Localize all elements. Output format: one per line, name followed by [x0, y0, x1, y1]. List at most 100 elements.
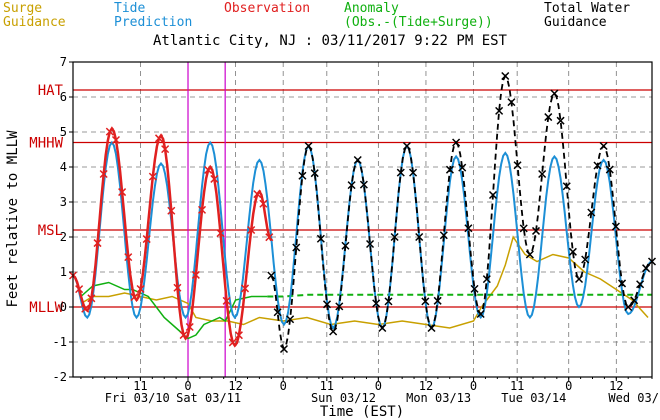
x-tick-label: 0 [375, 379, 382, 393]
total-water-marker [488, 190, 498, 200]
total-water-marker [316, 234, 325, 243]
total-water-marker [507, 98, 516, 107]
total-water-marker [562, 182, 571, 191]
observation-marker [124, 253, 133, 262]
total-water-marker [409, 168, 418, 177]
total-water-marker [353, 155, 362, 165]
datum-label: MHHW [29, 136, 63, 152]
observation-marker [111, 135, 120, 145]
total-water-marker [298, 171, 307, 180]
observation-marker [161, 145, 170, 154]
total-water-marker [439, 231, 448, 240]
datum-label: MSL [38, 223, 63, 239]
total-water-marker [279, 344, 289, 354]
y-tick-label: 3 [60, 195, 67, 209]
surge-guidance-line [80, 235, 649, 329]
total-water-marker [538, 169, 547, 179]
total-water-marker [611, 222, 620, 231]
total-water-marker [544, 113, 553, 122]
x-tick-label: 11 [133, 379, 147, 393]
plot-border [72, 61, 653, 378]
datum-label: HAT [38, 83, 64, 99]
legend-tide: Tide Prediction [114, 2, 192, 30]
day-label: Tue 03/14 [501, 391, 566, 405]
total-water-marker [347, 181, 356, 190]
total-water-marker [642, 264, 651, 273]
total-water-marker [519, 224, 528, 233]
x-tick-label: 0 [184, 379, 191, 393]
observation-marker [185, 322, 194, 332]
total-water-marker [286, 315, 295, 324]
total-water-marker [525, 250, 534, 259]
legend-total: Total Water Guidance [544, 2, 630, 30]
total-water-marker [310, 169, 319, 178]
y-axis-label: Feet relative to MLLW [5, 130, 21, 308]
x-tick-label: 11 [320, 379, 334, 393]
total-water-marker [452, 138, 461, 147]
legend-anomaly: Anomaly (Obs.-(Tide+Surge)) [344, 2, 493, 30]
y-tick-label: 2 [60, 230, 67, 244]
total-water-marker [292, 243, 301, 252]
total-water-marker [304, 141, 313, 151]
total-water-marker [433, 296, 442, 305]
observation-marker [191, 270, 200, 279]
total-water-marker [421, 297, 430, 306]
observation-marker [253, 190, 262, 199]
total-water-marker [599, 141, 608, 151]
total-water-marker [581, 255, 590, 264]
legend-total-line2: Guidance [544, 15, 607, 30]
total-water-marker [458, 163, 467, 172]
total-water-marker [556, 116, 565, 125]
observation-marker [105, 127, 114, 136]
total-water-marker [618, 279, 627, 288]
legend-total-line1: Total Water [544, 1, 631, 16]
x-tick-label: 12 [419, 379, 433, 393]
y-tick-label: 5 [60, 125, 67, 139]
total-water-marker [415, 232, 424, 242]
total-water-marker [605, 165, 614, 174]
tide-prediction-line [72, 140, 653, 330]
total-water-marker [359, 180, 368, 189]
observation-marker [234, 331, 243, 340]
y-tick-label: 6 [60, 90, 67, 104]
observation-marker [259, 199, 268, 208]
observation-marker [167, 206, 176, 215]
total-water-marker [273, 308, 282, 317]
x-tick-label: 12 [228, 379, 242, 393]
total-water-marker [593, 161, 602, 170]
observation-marker [75, 285, 84, 294]
y-tick-label: 0 [60, 300, 67, 314]
observation-marker [173, 283, 182, 292]
total-water-marker [329, 327, 338, 336]
total-water-marker [495, 106, 504, 115]
total-water-marker [366, 239, 375, 249]
total-water-marker [396, 168, 405, 177]
total-water-marker [464, 224, 473, 233]
y-tick-label: 1 [60, 265, 67, 279]
total-water-marker [624, 302, 633, 312]
observation-marker [204, 165, 213, 174]
observation-marker [222, 296, 231, 305]
x-tick-label: 0 [565, 379, 572, 393]
y-tick-label: -1 [53, 335, 67, 349]
observation-marker [93, 239, 102, 248]
total-water-marker [390, 232, 399, 242]
observation-marker [179, 331, 188, 340]
total-water-marker [587, 208, 596, 217]
x-tick-label: 12 [609, 379, 623, 393]
total-water-marker [427, 323, 436, 333]
observation-marker [118, 188, 127, 197]
legend-observation: Observation [224, 2, 310, 16]
total-water-marker [513, 161, 522, 170]
y-tick-label: -2 [53, 370, 67, 384]
plot-frame [72, 61, 653, 378]
observation-marker [99, 169, 108, 179]
x-tick-label: 11 [510, 379, 524, 393]
datum-label: MLLW [29, 300, 63, 316]
total-water-marker [482, 275, 491, 284]
total-water-marker [267, 271, 276, 280]
total-water-marker [630, 296, 639, 305]
x-tick-label: 0 [470, 379, 477, 393]
